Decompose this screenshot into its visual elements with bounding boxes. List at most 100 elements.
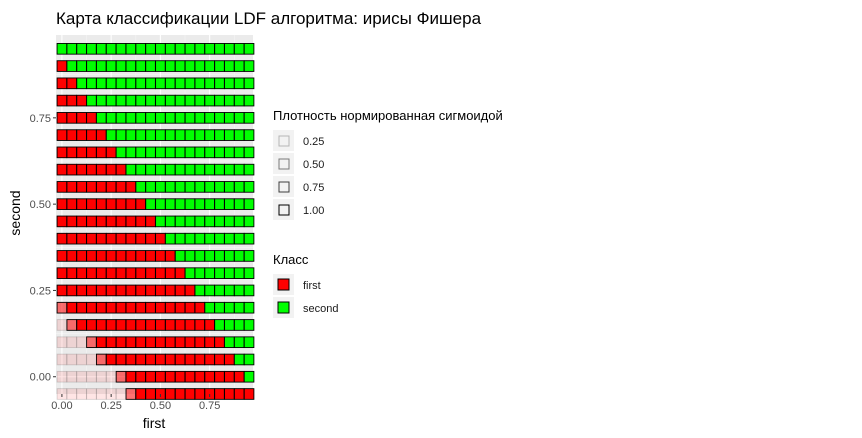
cell-r0-c13 [184,43,196,55]
cell-r19-c8 [135,370,146,383]
cell-r12-c15 [204,250,215,262]
cell-r14-c16 [214,284,225,297]
cell-r2-c19 [243,77,255,90]
cell-r14-c0 [56,284,68,297]
cell-r19-c0 [56,370,68,383]
class-legend: Класс first second [273,252,338,318]
cell-r13-c10 [155,267,166,279]
cell-r1-c1 [66,60,78,72]
cell-r18-c0 [56,353,68,366]
cell-r15-c5 [105,301,117,314]
cell-r4-c4 [96,112,107,124]
cell-r10-c4 [96,215,107,228]
cell-r20-c11 [164,388,176,400]
cell-r17-c6 [115,336,127,349]
cell-r8-c19 [243,181,255,193]
cell-r19-c3 [86,370,97,383]
cell-r7-c14 [194,163,206,176]
cell-r1-c8 [135,60,146,72]
cell-r5-c3 [86,129,97,141]
cell-r18-c17 [224,353,235,366]
cell-r14-c14 [194,284,206,297]
cell-r18-c2 [76,353,87,366]
cell-r13-c15 [204,267,215,279]
cell-r12-c7 [125,250,137,262]
cell-r3-c16 [214,94,225,107]
cell-r10-c0 [56,215,68,228]
cell-r1-c2 [76,60,87,72]
cell-r9-c9 [145,198,156,210]
cell-r8-c11 [164,181,176,193]
cell-r6-c9 [145,146,156,159]
cell-r16-c0 [56,319,68,331]
cell-r8-c10 [155,181,166,193]
cell-r14-c11 [164,284,176,297]
cell-r14-c15 [204,284,215,297]
cell-r1-c17 [224,60,235,72]
y-tick-label-3: 0.75 [30,113,51,125]
cell-r1-c12 [174,60,186,72]
cell-r18-c9 [145,353,156,366]
cell-r12-c3 [86,250,97,262]
cell-r3-c14 [194,94,206,107]
cell-r10-c15 [204,215,215,228]
cell-r0-c5 [105,43,117,55]
cell-r5-c16 [214,129,225,141]
cell-r16-c17 [224,319,235,331]
cell-r11-c11 [164,232,176,245]
cell-r6-c13 [184,146,196,159]
y-tick-label-1: 0.25 [30,285,51,297]
cell-r8-c9 [145,181,156,193]
cell-r3-c13 [184,94,196,107]
cell-r19-c4 [96,370,107,383]
cell-r12-c19 [243,250,255,262]
cell-r0-c6 [115,43,127,55]
cell-r7-c11 [164,163,176,176]
cell-r0-c0 [56,43,68,55]
cell-r3-c0 [56,94,68,107]
chart-title: Карта классификации LDF алгоритма: ирисы… [56,9,482,28]
cell-r6-c10 [155,146,166,159]
class-key-label-1: second [303,303,338,315]
cell-r6-c19 [243,146,255,159]
cell-r1-c18 [233,60,245,72]
x-tick-label-3: 0.75 [199,400,220,412]
cell-r6-c12 [174,146,186,159]
cell-r19-c18 [233,370,245,383]
cell-r20-c9 [145,388,156,400]
cell-r18-c5 [105,353,117,366]
cell-r6-c8 [135,146,146,159]
cell-r15-c0 [56,301,68,314]
cell-r8-c16 [214,181,225,193]
cell-r11-c4 [96,232,107,245]
cell-r16-c13 [184,319,196,331]
cell-r4-c2 [76,112,87,124]
cell-r4-c6 [115,112,127,124]
cell-r20-c6 [115,388,127,400]
cell-r0-c9 [145,43,156,55]
cell-r5-c15 [204,129,215,141]
cell-r5-c17 [224,129,235,141]
cell-r8-c6 [115,181,127,193]
cell-r12-c4 [96,250,107,262]
cell-r8-c18 [233,181,245,193]
cell-r13-c3 [86,267,97,279]
cell-r10-c19 [243,215,255,228]
class-key-first [277,278,290,291]
cell-r0-c19 [243,43,255,55]
cell-r17-c13 [184,336,196,349]
cell-r3-c12 [174,94,186,107]
density-key-bg-1 [273,153,294,174]
class-key-second [277,301,290,314]
cell-r4-c11 [164,112,176,124]
cell-r6-c18 [233,146,245,159]
cell-r19-c7 [125,370,137,383]
cell-r18-c14 [194,353,206,366]
cell-r6-c5 [105,146,117,159]
cell-r11-c5 [105,232,117,245]
cell-r14-c17 [224,284,235,297]
cell-r20-c12 [174,388,186,400]
cell-r9-c6 [115,198,127,210]
cell-r11-c13 [184,232,196,245]
